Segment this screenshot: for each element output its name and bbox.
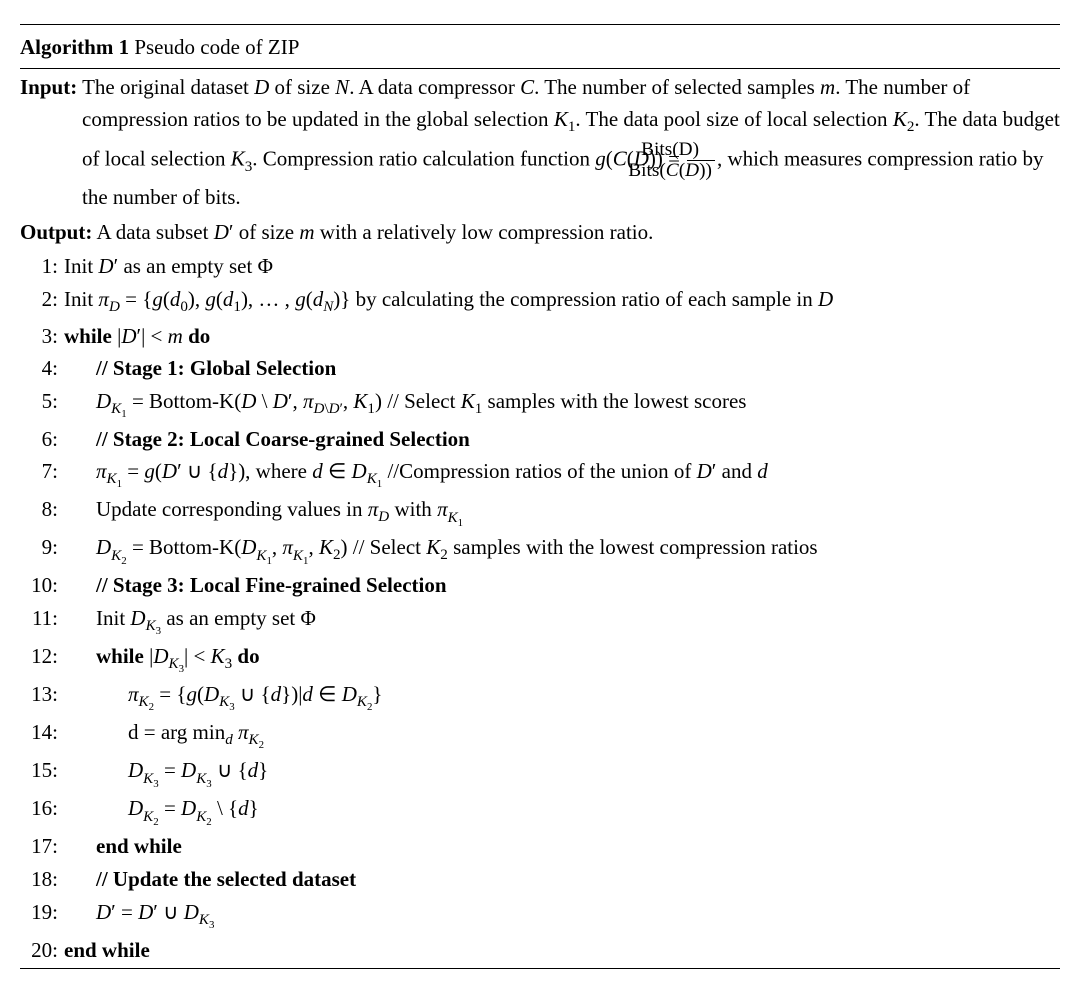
line-number: 4:: [20, 352, 64, 385]
line-body: D′ = D′ ∪ DK3: [64, 896, 1060, 934]
line-number: 16:: [20, 792, 64, 825]
line-number: 8:: [20, 493, 64, 526]
algo-line: 10: // Stage 3: Local Fine-grained Selec…: [20, 569, 1060, 602]
line-number: 5:: [20, 385, 64, 418]
line-body: // Stage 2: Local Coarse-grained Selecti…: [64, 423, 1060, 456]
line-number: 14:: [20, 716, 64, 749]
line-body: // Stage 1: Global Selection: [64, 352, 1060, 385]
line-number: 15:: [20, 754, 64, 787]
line-number: 10:: [20, 569, 64, 602]
line-body: DK2 = DK2 \ {d}: [64, 792, 1060, 830]
line-body: end while: [64, 830, 1060, 863]
output-block: Output: A data subset D′ of size m with …: [20, 216, 1060, 251]
line-number: 18:: [20, 863, 64, 896]
line-number: 20:: [20, 934, 64, 967]
algorithm-title-row: Algorithm 1 Pseudo code of ZIP: [20, 29, 1060, 66]
algo-line: 8: Update corresponding values in πD wit…: [20, 493, 1060, 531]
algo-line: 16: DK2 = DK2 \ {d}: [20, 792, 1060, 830]
line-number: 11:: [20, 602, 64, 635]
line-body: πK1 = g(D′ ∪ {d}), where d ∈ DK1 //Compr…: [64, 455, 1060, 493]
algo-line: 13: πK2 = {g(DK3 ∪ {d})|d ∈ DK2}: [20, 678, 1060, 716]
algo-line: 20: end while: [20, 934, 1060, 967]
algorithm-number: Algorithm 1: [20, 35, 129, 59]
line-body: while |D′| < m do: [64, 320, 1060, 353]
line-number: 1:: [20, 250, 64, 283]
bottom-rule: [20, 968, 1060, 969]
ratio-fraction: Bits(D) Bits(C(D)): [687, 140, 715, 182]
line-body: Init DK3 as an empty set Φ: [64, 602, 1060, 640]
algo-line: 7: πK1 = g(D′ ∪ {d}), where d ∈ DK1 //Co…: [20, 455, 1060, 493]
line-body: Init πD = {g(d0), g(d1), … , g(dN)} by c…: [64, 283, 1060, 320]
line-body: Update corresponding values in πD with π…: [64, 493, 1060, 531]
algo-line: 15: DK3 = DK3 ∪ {d}: [20, 754, 1060, 792]
algo-line: 14: d = arg mind πK2: [20, 716, 1060, 754]
line-body: Init D′ as an empty set Φ: [64, 250, 1060, 283]
line-number: 9:: [20, 531, 64, 564]
algo-line: 9: DK2 = Bottom-K(DK1, πK1, K2) // Selec…: [20, 531, 1060, 569]
line-body: DK3 = DK3 ∪ {d}: [64, 754, 1060, 792]
input-text: Input: The original dataset D of size N.…: [20, 71, 1060, 214]
algo-line: 17: end while: [20, 830, 1060, 863]
frac-num: Bits(D): [687, 140, 715, 160]
line-number: 12:: [20, 640, 64, 673]
input-label: Input:: [20, 75, 77, 99]
line-body: // Stage 3: Local Fine-grained Selection: [64, 569, 1060, 602]
line-body: while |DK3| < K3 do: [64, 640, 1060, 678]
line-number: 6:: [20, 423, 64, 456]
frac-den: Bits(C(D)): [687, 160, 715, 181]
algo-line: 18: // Update the selected dataset: [20, 863, 1060, 896]
algorithm-block: Algorithm 1 Pseudo code of ZIP Input: Th…: [0, 0, 1080, 991]
line-number: 3:: [20, 320, 64, 353]
input-block: Input: The original dataset D of size N.…: [20, 71, 1060, 216]
algo-line: 5: DK1 = Bottom-K(D \ D′, πD\D′, K1) // …: [20, 385, 1060, 423]
output-label: Output:: [20, 220, 92, 244]
line-number: 2:: [20, 283, 64, 316]
algo-line: 4: // Stage 1: Global Selection: [20, 352, 1060, 385]
algo-line: 6: // Stage 2: Local Coarse-grained Sele…: [20, 423, 1060, 456]
line-body: DK2 = Bottom-K(DK1, πK1, K2) // Select K…: [64, 531, 1060, 569]
line-number: 7:: [20, 455, 64, 488]
output-text: Output: A data subset D′ of size m with …: [20, 216, 1060, 249]
line-body: πK2 = {g(DK3 ∪ {d})|d ∈ DK2}: [64, 678, 1060, 716]
line-body: DK1 = Bottom-K(D \ D′, πD\D′, K1) // Sel…: [64, 385, 1060, 423]
algo-line: 19: D′ = D′ ∪ DK3: [20, 896, 1060, 934]
algo-line: 12: while |DK3| < K3 do: [20, 640, 1060, 678]
top-rule: [20, 24, 1060, 25]
algorithm-lines: 1: Init D′ as an empty set Φ 2: Init πD …: [20, 250, 1060, 966]
algo-line: 2: Init πD = {g(d0), g(d1), … , g(dN)} b…: [20, 283, 1060, 320]
line-number: 19:: [20, 896, 64, 929]
algo-line: 11: Init DK3 as an empty set Φ: [20, 602, 1060, 640]
line-body: d = arg mind πK2: [64, 716, 1060, 754]
algo-line: 1: Init D′ as an empty set Φ: [20, 250, 1060, 283]
line-body: // Update the selected dataset: [64, 863, 1060, 896]
line-body: end while: [64, 934, 1060, 967]
line-number: 13:: [20, 678, 64, 711]
algo-line: 3: while |D′| < m do: [20, 320, 1060, 353]
algorithm-title: Pseudo code of ZIP: [134, 35, 299, 59]
line-number: 17:: [20, 830, 64, 863]
title-rule: [20, 68, 1060, 69]
